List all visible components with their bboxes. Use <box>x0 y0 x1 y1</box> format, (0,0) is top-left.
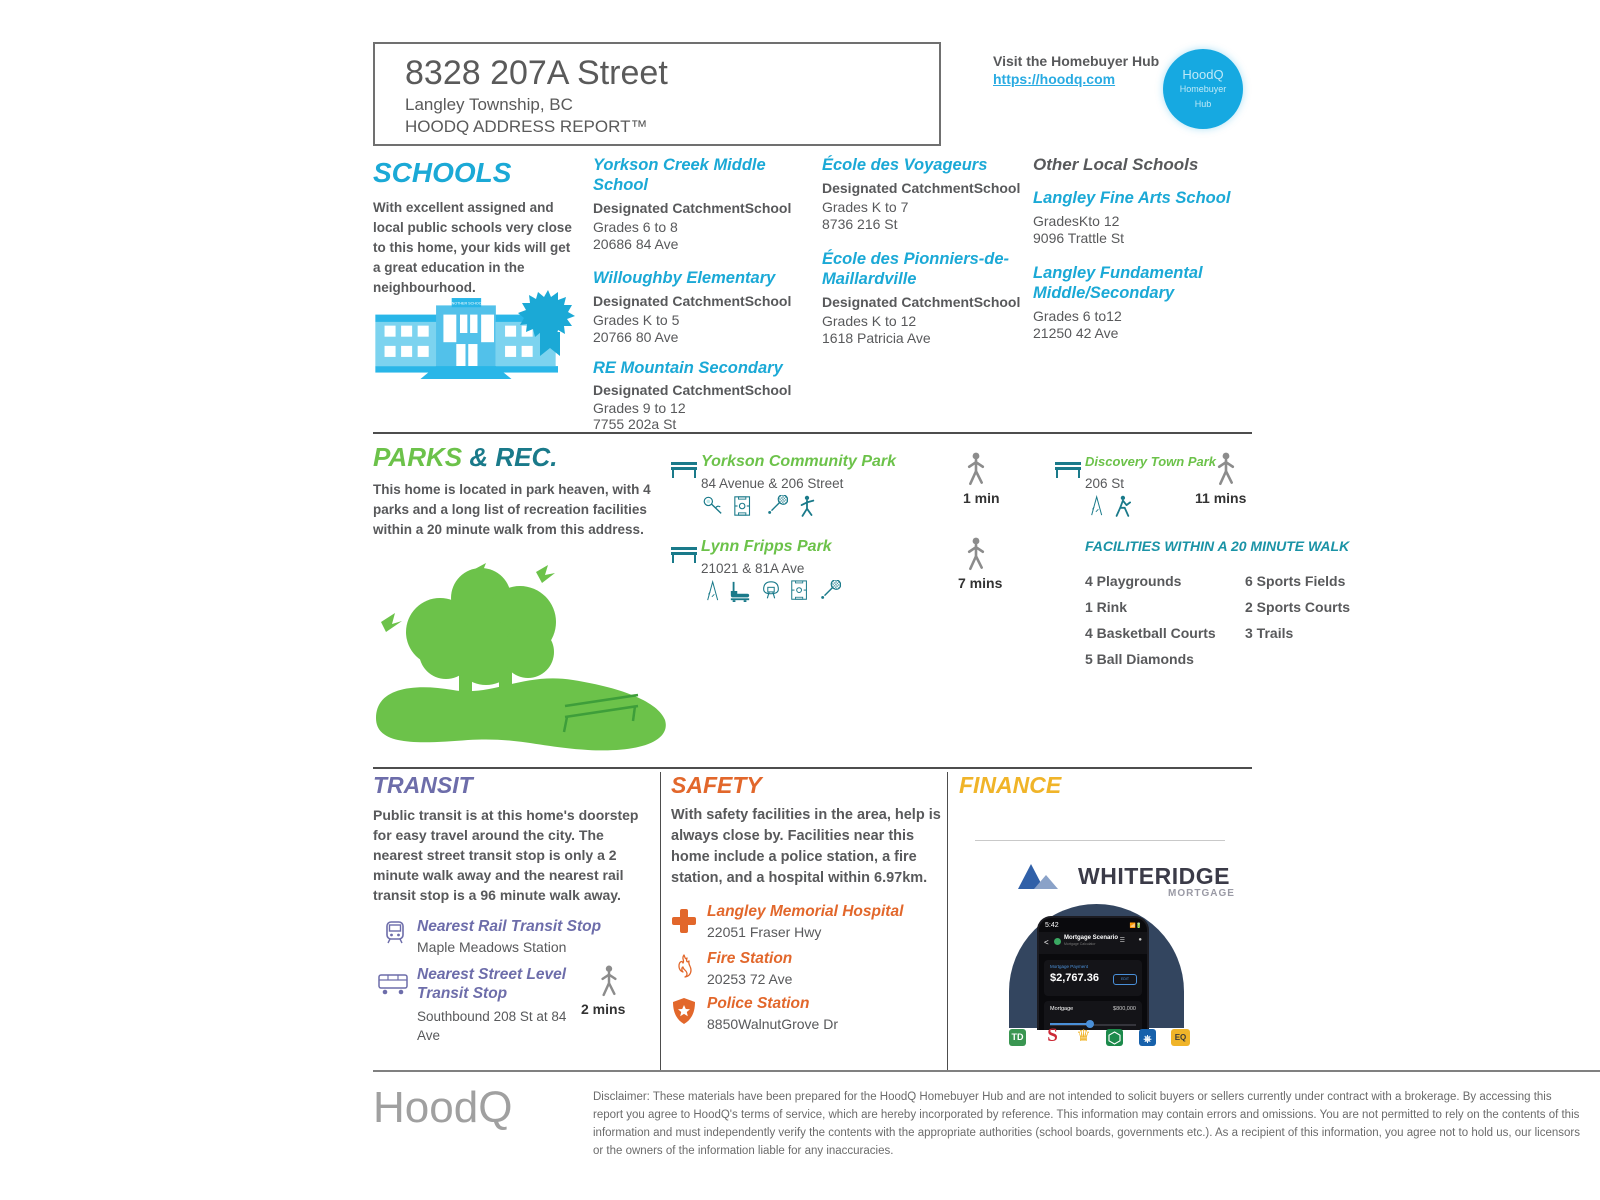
svg-text:ANOTHER SCHOOL: ANOTHER SCHOOL <box>449 301 483 305</box>
